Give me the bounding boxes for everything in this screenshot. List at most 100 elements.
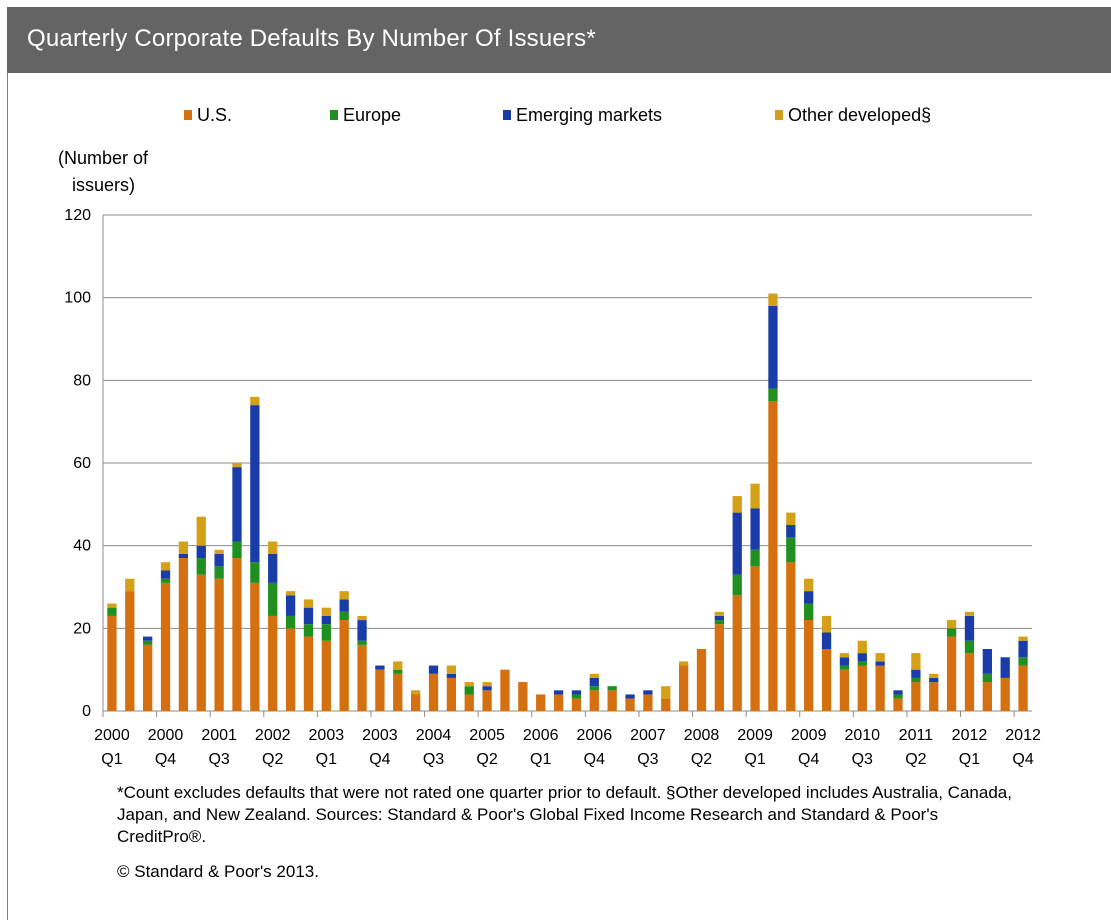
bar-segment-us xyxy=(214,578,224,711)
y-tick-label: 100 xyxy=(64,290,91,307)
x-tick-label-quarter: Q1 xyxy=(101,751,122,768)
copyright-notice: © Standard & Poor's 2013. xyxy=(117,862,319,881)
bar-segment-europe xyxy=(357,640,367,645)
y-tick-label: 40 xyxy=(73,538,91,555)
bar-segment-us xyxy=(750,566,760,711)
bar-segment-us xyxy=(661,698,671,711)
bar-segment-emerging xyxy=(482,686,492,691)
bar-segment-europe xyxy=(339,611,349,621)
bar-segment-other xyxy=(321,607,331,616)
bar-segment-other xyxy=(410,690,421,695)
bar-segment-europe xyxy=(589,686,599,691)
bar-segment-emerging xyxy=(1000,657,1010,678)
x-tick-label-year: 2009 xyxy=(791,727,827,744)
bar-segment-europe xyxy=(732,574,742,596)
bar-segment-other xyxy=(232,463,242,468)
x-tick-label-quarter: Q4 xyxy=(798,751,819,768)
bar-segment-other xyxy=(857,640,867,654)
bar-segment-europe xyxy=(946,628,957,637)
bar-segment-emerging xyxy=(285,595,296,616)
bar-segment-other xyxy=(732,496,742,513)
bar-segment-other xyxy=(589,673,599,678)
x-tick-label-year: 2000 xyxy=(148,727,184,744)
x-tick-label-quarter: Q3 xyxy=(423,751,444,768)
bar-segment-europe xyxy=(232,541,242,559)
bar-segment-us xyxy=(500,669,510,711)
bar-segment-us xyxy=(160,582,171,711)
bar-segment-other xyxy=(929,673,939,678)
bar-segment-us xyxy=(696,649,707,711)
bar-segment-other xyxy=(768,293,778,306)
bar-segment-us xyxy=(446,677,457,711)
x-tick-label-quarter: Q2 xyxy=(691,751,712,768)
bar-segment-emerging xyxy=(893,690,903,695)
chart-header: Quarterly Corporate Defaults By Number O… xyxy=(7,7,1111,73)
bar-segment-emerging xyxy=(160,570,171,579)
x-tick-label-year: 2003 xyxy=(309,727,345,744)
bar-segment-us xyxy=(946,636,957,711)
bar-segment-emerging xyxy=(196,545,206,559)
bar-segment-europe xyxy=(285,615,296,629)
bar-segment-us xyxy=(410,694,421,711)
y-tick-label: 60 xyxy=(73,455,91,472)
bar-segment-emerging xyxy=(357,620,367,641)
bar-segment-other xyxy=(214,549,224,554)
bar-segment-us xyxy=(678,665,689,711)
bar-segment-europe xyxy=(250,562,260,583)
y-tick-label: 20 xyxy=(73,620,91,637)
bar-segment-europe xyxy=(607,686,617,691)
bar-segment-us xyxy=(482,690,492,711)
bar-segment-europe xyxy=(786,537,796,563)
x-tick-label-quarter: Q2 xyxy=(476,751,497,768)
x-tick-label-quarter: Q3 xyxy=(852,751,873,768)
bar-segment-europe xyxy=(982,673,992,683)
bar-segment-other xyxy=(250,396,260,406)
legend-label-europe: Europe xyxy=(343,105,401,125)
x-tick-label-quarter: Q2 xyxy=(905,751,926,768)
bar-segment-emerging xyxy=(750,508,760,550)
bar-segment-emerging xyxy=(589,677,599,687)
x-tick-label-year: 2007 xyxy=(630,727,666,744)
chart-footnote: *Count excludes defaults that were not r… xyxy=(117,783,1012,846)
legend-label-us: U.S. xyxy=(197,105,232,125)
x-tick-label-year: 2003 xyxy=(362,727,398,744)
bar-segment-other xyxy=(964,611,975,616)
x-tick-label-year: 2005 xyxy=(469,727,505,744)
bar-segment-us xyxy=(339,620,349,711)
bar-segment-us xyxy=(375,669,385,711)
bar-segment-emerging xyxy=(768,305,778,389)
bar-segment-europe xyxy=(321,624,331,641)
bar-segment-emerging xyxy=(625,694,635,699)
x-tick-label-year: 2008 xyxy=(684,727,720,744)
bar-segment-emerging xyxy=(911,669,921,678)
bar-segment-emerging xyxy=(250,405,260,563)
bar-segment-other xyxy=(750,483,760,509)
bar-segment-us xyxy=(428,673,439,711)
bar-segment-other xyxy=(946,620,957,629)
x-tick-label-quarter: Q4 xyxy=(1012,751,1033,768)
bar-segment-emerging xyxy=(178,553,189,559)
bar-segment-us xyxy=(196,574,206,711)
bar-segment-other xyxy=(821,615,832,633)
bar-segment-us xyxy=(768,401,778,711)
bar-segment-us xyxy=(1000,677,1010,711)
legend-swatch-us xyxy=(184,110,192,120)
x-tick-label-quarter: Q1 xyxy=(530,751,551,768)
bar-segment-other xyxy=(178,541,189,554)
bar-segment-us xyxy=(804,620,814,711)
y-axis-label: issuers) xyxy=(72,175,135,195)
bar-segment-us xyxy=(357,644,367,711)
bar-segment-emerging xyxy=(875,661,885,666)
bar-segment-other xyxy=(911,653,921,670)
y-tick-label: 0 xyxy=(82,703,91,720)
bar-segment-europe xyxy=(857,661,867,666)
bar-segment-us xyxy=(982,682,992,711)
bar-segment-us xyxy=(929,682,939,711)
bar-segment-other xyxy=(357,615,367,621)
bar-segment-us xyxy=(553,694,564,711)
y-axis-label: (Number of xyxy=(58,148,149,168)
bar-segment-other xyxy=(107,603,117,608)
bar-segment-europe xyxy=(571,694,582,699)
bar-segment-europe xyxy=(393,669,403,674)
bar-segment-us xyxy=(893,698,903,711)
